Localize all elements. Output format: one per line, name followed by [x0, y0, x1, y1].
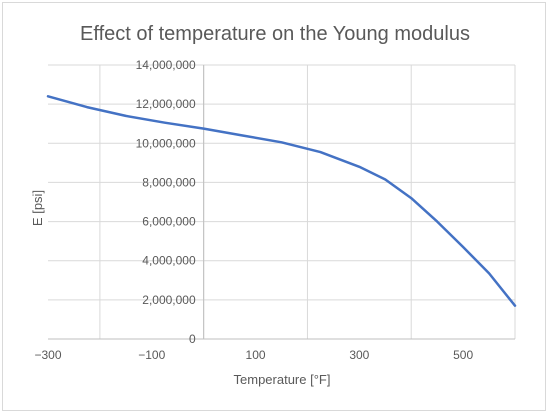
y-axis-label: E [psi]: [30, 190, 45, 226]
x-tick-label: −100: [138, 348, 165, 362]
y-tick-label: 2,000,000: [142, 293, 196, 307]
y-tick-label: 12,000,000: [136, 97, 196, 111]
x-axis-label: Temperature [°F]: [234, 372, 331, 387]
tick-layer: 0 2,000,000 4,000,000 6,000,000 8,000,000 10,…: [34, 58, 473, 362]
y-tick-label: 0: [189, 332, 196, 346]
x-tick-label: −300: [34, 348, 61, 362]
chart-title: Effect of temperature on the Young modul…: [80, 23, 470, 45]
series-layer: [46, 95, 517, 307]
chart-frame: [2, 2, 546, 411]
grid-layer: [48, 64, 516, 339]
x-tick-label: 500: [453, 348, 473, 362]
y-tick-label: 10,000,000: [136, 136, 196, 150]
x-tick-label: 300: [349, 348, 369, 362]
axis-layer: [48, 65, 515, 340]
y-tick-label: 8,000,000: [142, 175, 196, 189]
y-tick-label: 6,000,000: [142, 215, 196, 229]
y-tick-label: 4,000,000: [142, 254, 196, 268]
series-line: [46, 95, 517, 307]
x-tick-label: 100: [246, 348, 266, 362]
y-tick-label: 14,000,000: [136, 58, 196, 72]
